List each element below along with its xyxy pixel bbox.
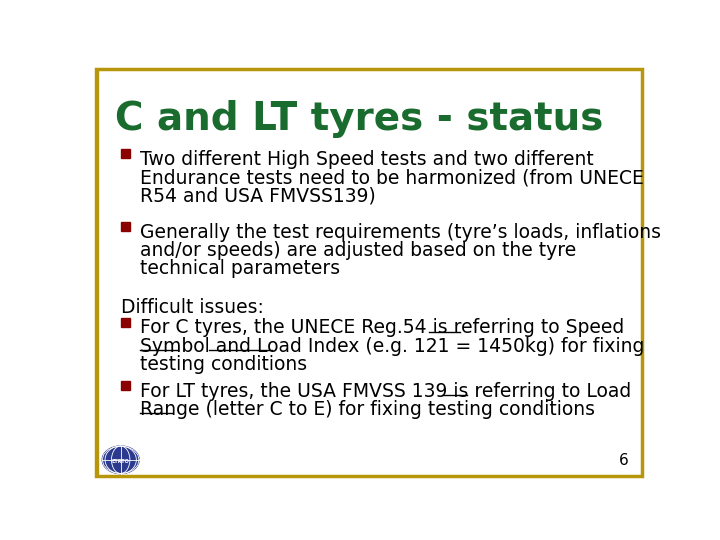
Text: R54 and USA FMVSS139): R54 and USA FMVSS139) <box>140 187 376 206</box>
Text: technical parameters: technical parameters <box>140 259 341 279</box>
Text: Symbol and Load Index (e.g. 121 = 1450kg) for fixing: Symbol and Load Index (e.g. 121 = 1450kg… <box>140 337 644 356</box>
Text: Two different High Speed tests and two different: Two different High Speed tests and two d… <box>140 150 594 169</box>
Bar <box>121 318 130 327</box>
Text: ETRTO: ETRTO <box>112 460 130 464</box>
Text: testing conditions: testing conditions <box>140 355 307 374</box>
Bar <box>121 381 130 390</box>
Text: For LT tyres, the USA FMVSS 139 is referring to Load: For LT tyres, the USA FMVSS 139 is refer… <box>140 382 631 401</box>
Text: Generally the test requirements (tyre’s loads, inflations: Generally the test requirements (tyre’s … <box>140 223 661 242</box>
Text: For C tyres, the UNECE Reg.54 is referring to Speed: For C tyres, the UNECE Reg.54 is referri… <box>140 319 624 338</box>
Circle shape <box>102 446 139 474</box>
Text: C and LT tyres - status: C and LT tyres - status <box>115 100 603 138</box>
Bar <box>121 149 130 158</box>
Bar <box>121 222 130 231</box>
FancyBboxPatch shape <box>96 69 642 476</box>
Text: Endurance tests need to be harmonized (from UNECE: Endurance tests need to be harmonized (f… <box>140 168 644 187</box>
Text: Range (letter C to E) for fixing testing conditions: Range (letter C to E) for fixing testing… <box>140 400 595 419</box>
Text: Difficult issues:: Difficult issues: <box>121 298 264 316</box>
Bar <box>96 69 99 476</box>
Text: 6: 6 <box>618 453 629 468</box>
Text: and/or speeds) are adjusted based on the tyre: and/or speeds) are adjusted based on the… <box>140 241 577 260</box>
